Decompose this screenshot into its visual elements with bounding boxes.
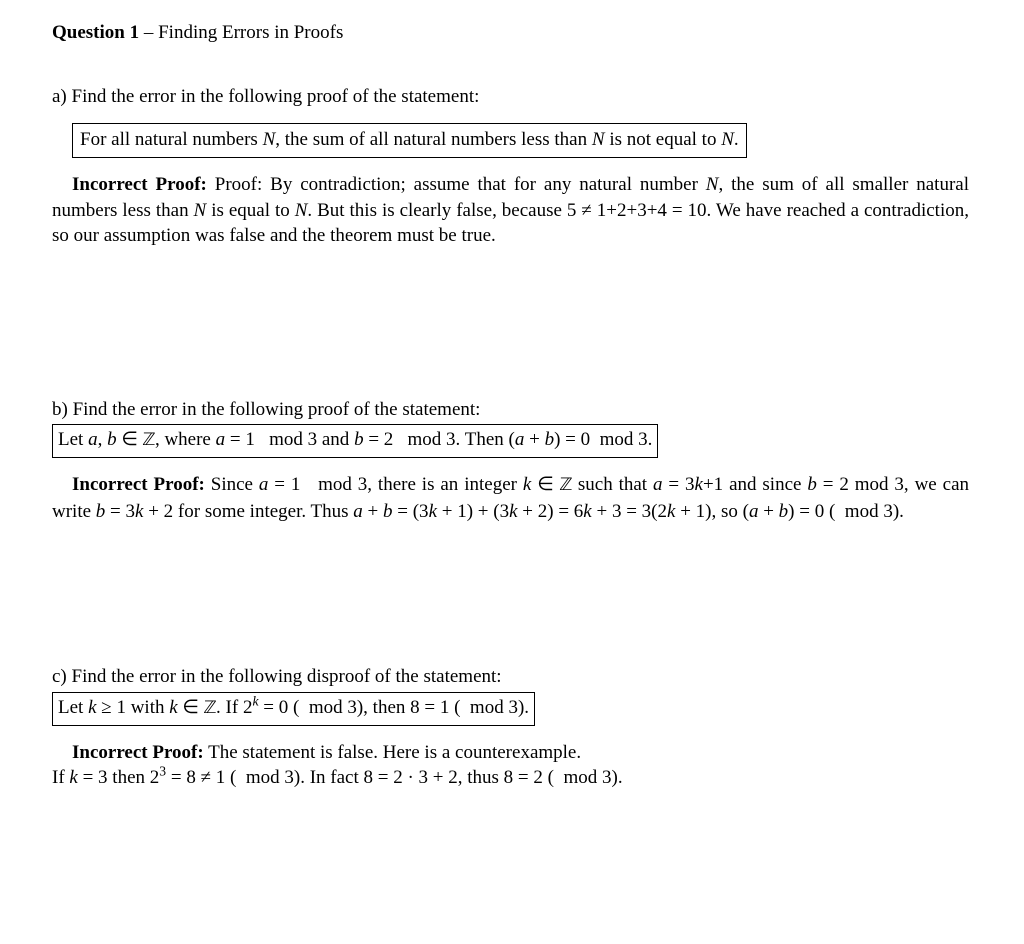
part-b-proof: Incorrect Proof: Since a = 1 mod 3, ther… bbox=[52, 472, 969, 524]
part-b-intro: b) Find the error in the following proof… bbox=[52, 397, 969, 423]
part-c-proof-line1: The statement is false. Here is a counte… bbox=[204, 742, 581, 763]
part-c-statement-box: Let k ≥ 1 with k ∈ ℤ. If 2k = 0 ( mod 3)… bbox=[52, 692, 535, 726]
exp-k: k bbox=[252, 694, 258, 709]
part-c: c) Find the error in the following dispr… bbox=[52, 664, 969, 791]
part-c-proof: Incorrect Proof: The statement is false.… bbox=[52, 740, 969, 791]
part-c-intro: c) Find the error in the following dispr… bbox=[52, 664, 969, 690]
part-b: b) Find the error in the following proof… bbox=[52, 397, 969, 525]
question-label: Question 1 bbox=[52, 22, 139, 43]
part-b-statement: Let a, b ∈ ℤ, where a = 1 mod 3 and b = … bbox=[58, 429, 652, 450]
proof-label: Incorrect Proof: bbox=[72, 742, 204, 763]
question-title: Question 1 – Finding Errors in Proofs bbox=[52, 20, 969, 46]
proof-label: Incorrect Proof: bbox=[72, 174, 207, 195]
exp-3: 3 bbox=[159, 764, 166, 779]
part-a-intro: a) Find the error in the following proof… bbox=[52, 84, 969, 110]
part-a-statement-box: For all natural numbers N, the sum of al… bbox=[72, 123, 747, 158]
question-topic: Finding Errors in Proofs bbox=[158, 22, 343, 43]
part-a: a) Find the error in the following proof… bbox=[52, 84, 969, 249]
part-c-statement: Let k ≥ 1 with k ∈ ℤ. If 2k = 0 ( mod 3)… bbox=[58, 697, 529, 718]
part-a-statement: For all natural numbers N, the sum of al… bbox=[80, 129, 739, 150]
part-a-proof: Incorrect Proof: Proof: By contradiction… bbox=[52, 172, 969, 249]
spacer bbox=[52, 263, 969, 397]
part-c-proof-line2: If k = 3 then 23 = 8 ≠ 1 ( mod 3). In fa… bbox=[52, 767, 623, 788]
part-b-statement-box: Let a, b ∈ ℤ, where a = 1 mod 3 and b = … bbox=[52, 424, 658, 458]
spacer bbox=[52, 538, 969, 664]
proof-label: Incorrect Proof: bbox=[72, 474, 205, 495]
title-sep: – bbox=[139, 22, 158, 43]
